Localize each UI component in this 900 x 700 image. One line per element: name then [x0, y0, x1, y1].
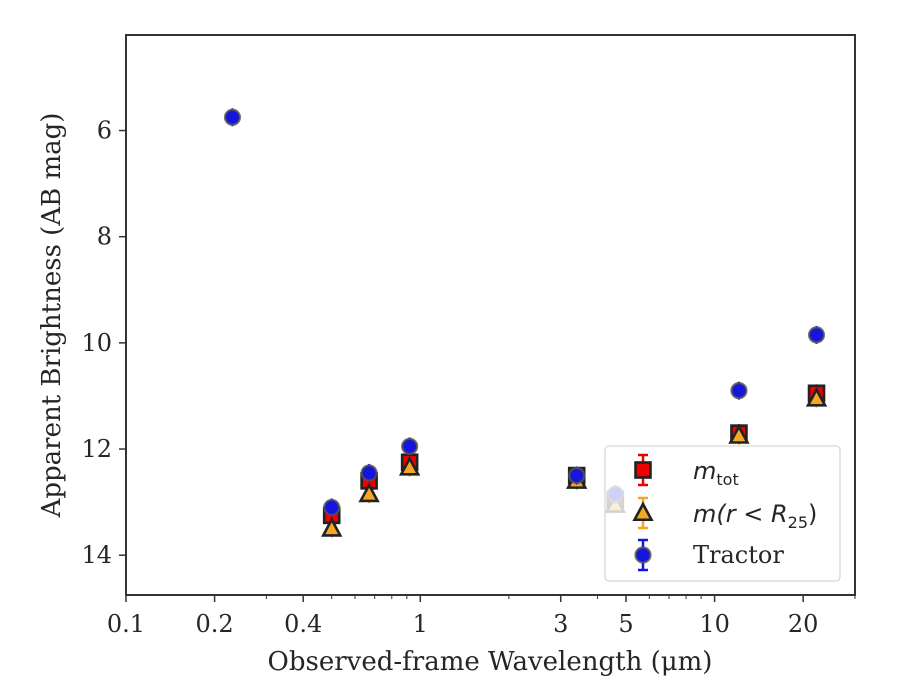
tractor-point [730, 382, 748, 400]
legend-label-m-r25: m(r < R25) [693, 500, 817, 532]
x-axis: 0.1 0.2 0.4 1 3 5 10 20 [107, 595, 856, 638]
y-tick-label: 8 [97, 223, 112, 251]
legend-marker-m-r25-point [632, 501, 654, 522]
plot-marks [223, 108, 828, 538]
x-tick-label: 0.2 [196, 610, 234, 638]
legend-marker-mtot-point [634, 461, 652, 479]
m-r25-point [805, 386, 828, 407]
tractor-point [360, 464, 378, 482]
y-tick-label: 10 [81, 329, 112, 357]
x-axis-label: Observed-frame Wavelength (μm) [268, 647, 713, 677]
x-tick-label: 1 [413, 610, 428, 638]
legend-label-mtot: mtot [693, 457, 739, 489]
m-r25-point [321, 516, 343, 537]
x-tick-label: 0.4 [284, 610, 322, 638]
tractor-point [323, 498, 341, 517]
legend-label-tractor: Tractor [693, 541, 784, 569]
y-tick-label: 14 [81, 541, 112, 569]
tractor-point [401, 437, 419, 455]
tractor-point [568, 466, 586, 485]
legend-marker-tractor-point [634, 546, 652, 564]
x-tick-label: 5 [618, 610, 633, 638]
m-r25-point [398, 455, 421, 476]
m-r25-point [728, 424, 750, 444]
x-tick-label: 3 [553, 610, 568, 638]
x-tick-label: 20 [788, 610, 819, 638]
x-tick-label: 0.1 [107, 610, 145, 638]
legend: mtot m(r < R25) Tractor [604, 445, 841, 582]
plot-frame [125, 34, 856, 596]
legend-symbols [632, 453, 654, 572]
y-axis: 6 8 10 12 14 [81, 117, 126, 569]
tractor-point [807, 326, 826, 344]
tractor-point [223, 108, 242, 126]
y-axis-label: Apparent Brightness (AB mag) [37, 113, 67, 519]
legend-frame [604, 445, 841, 582]
m-r25-point [358, 482, 380, 503]
x-tick-label: 10 [699, 610, 730, 638]
y-tick-label: 6 [97, 117, 112, 145]
y-tick-label: 12 [81, 435, 112, 463]
